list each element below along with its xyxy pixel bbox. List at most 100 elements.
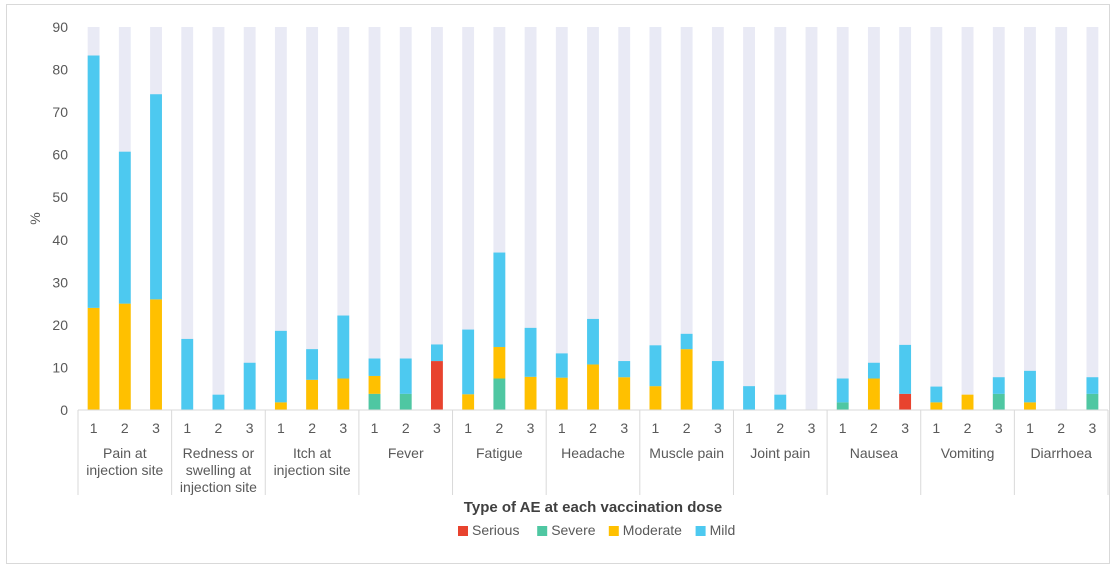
bar-segment-moderate — [493, 347, 506, 379]
bar-segment-moderate — [118, 303, 131, 410]
bar-segment-mild — [555, 353, 568, 378]
bar-segment-serious — [899, 393, 912, 410]
legend-label-severe: Severe — [551, 522, 596, 538]
background-bar — [274, 27, 287, 410]
bar-segment-mild — [212, 394, 225, 410]
legend-label-mild: Mild — [710, 522, 736, 538]
background-bar — [680, 27, 693, 410]
background-bar — [961, 27, 974, 410]
bar-segment-mild — [493, 252, 506, 348]
bar-segment-severe — [836, 402, 849, 410]
dose-label: 1 — [90, 420, 98, 436]
legend-swatch-severe — [537, 526, 548, 536]
background-bar — [243, 27, 256, 410]
legend-swatch-moderate — [608, 526, 619, 536]
dose-label: 3 — [995, 420, 1003, 436]
x-axis: 1 2 3 Pain at injection site 1 2 3 Redness or swe… — [77, 409, 1109, 495]
bar-segment-mild — [462, 329, 475, 395]
background-bar — [306, 27, 319, 410]
dose-label: 1 — [1026, 420, 1034, 436]
dose-label: 1 — [745, 420, 753, 436]
dose-label: 2 — [589, 420, 597, 436]
dose-label: 3 — [152, 420, 160, 436]
background-bar — [493, 27, 506, 410]
bar-segment-severe — [399, 393, 412, 410]
dose-label: 2 — [121, 420, 129, 436]
bar-segment-moderate — [524, 376, 537, 410]
bar-segment-mild — [243, 362, 256, 410]
bar-segment-moderate — [337, 378, 350, 410]
bar-segment-severe — [493, 378, 506, 410]
group-label: Pain at injection site — [86, 445, 163, 478]
dose-label: 3 — [714, 420, 722, 436]
legend-swatch-mild — [695, 526, 706, 536]
dose-label: 2 — [870, 420, 878, 436]
bar-segment-moderate — [587, 364, 599, 410]
bar-segment-mild — [899, 344, 912, 394]
dose-label: 2 — [215, 420, 223, 436]
bar-segment-serious — [431, 361, 443, 410]
dose-label: 3 — [433, 420, 441, 436]
background-bar — [930, 27, 943, 410]
legend-label-moderate: Moderate — [623, 522, 682, 538]
background-bar — [774, 27, 787, 410]
dose-label: 1 — [652, 420, 660, 436]
bar-segment-mild — [649, 345, 662, 387]
group-label: Redness or swelling at injection site — [180, 445, 257, 495]
y-tick-label: 90 — [52, 19, 68, 35]
bar-segment-mild — [87, 55, 100, 308]
background-bar — [181, 27, 194, 410]
y-axis-title: % — [27, 212, 43, 224]
bar-segment-mild — [743, 386, 755, 410]
group-label: Fatigue — [476, 445, 523, 461]
dose-label: 1 — [371, 420, 379, 436]
bar-segment-mild — [399, 358, 412, 394]
dose-label: 3 — [1088, 420, 1096, 436]
dose-label: 3 — [620, 420, 628, 436]
group-label: Vomiting — [941, 445, 995, 461]
bar-segment-moderate — [867, 378, 880, 410]
bar-segment-moderate — [649, 386, 662, 410]
dose-label: 3 — [527, 420, 535, 436]
group-label: Muscle pain — [649, 445, 724, 461]
bar-segment-moderate — [87, 307, 100, 410]
bar-segment-mild — [524, 327, 537, 377]
background-bar — [836, 27, 849, 410]
y-tick-label: 10 — [52, 359, 68, 375]
group-label: Headache — [561, 445, 625, 461]
bar-segment-mild — [1024, 370, 1036, 403]
background-bar — [337, 27, 350, 410]
background-bar — [587, 27, 599, 410]
bar-segment-moderate — [462, 394, 475, 410]
bar-segment-mild — [181, 338, 194, 410]
background-bar — [399, 27, 412, 410]
dose-label: 1 — [277, 420, 285, 436]
background-bar — [524, 27, 537, 410]
bar-segment-mild — [930, 386, 943, 403]
background-bar — [805, 27, 818, 410]
bar-segment-mild — [306, 349, 319, 380]
dose-label: 2 — [402, 420, 410, 436]
background-bar — [867, 27, 880, 410]
dose-label: 3 — [246, 420, 254, 436]
bar-segment-mild — [867, 362, 880, 379]
bar-segment-mild — [150, 94, 162, 300]
bar-segment-moderate — [150, 299, 162, 410]
bar-segment-mild — [711, 361, 724, 410]
group-label: Nausea — [850, 445, 898, 461]
bar-segment-moderate — [274, 402, 287, 410]
bar-segment-mild — [680, 333, 693, 350]
dose-label: 2 — [683, 420, 691, 436]
group-label: Diarrhoea — [1030, 445, 1092, 461]
dose-label: 1 — [932, 420, 940, 436]
dose-label: 1 — [183, 420, 191, 436]
bar-segment-mild — [337, 315, 350, 379]
legend-swatch-serious — [458, 526, 468, 536]
bar-segment-mild — [992, 377, 1005, 394]
bar-segment-moderate — [680, 349, 693, 410]
y-tick-label: 40 — [52, 232, 68, 248]
y-tick-label: 50 — [52, 189, 68, 205]
dose-label: 1 — [839, 420, 847, 436]
y-tick-label: 0 — [60, 402, 68, 418]
dose-label: 1 — [558, 420, 566, 436]
